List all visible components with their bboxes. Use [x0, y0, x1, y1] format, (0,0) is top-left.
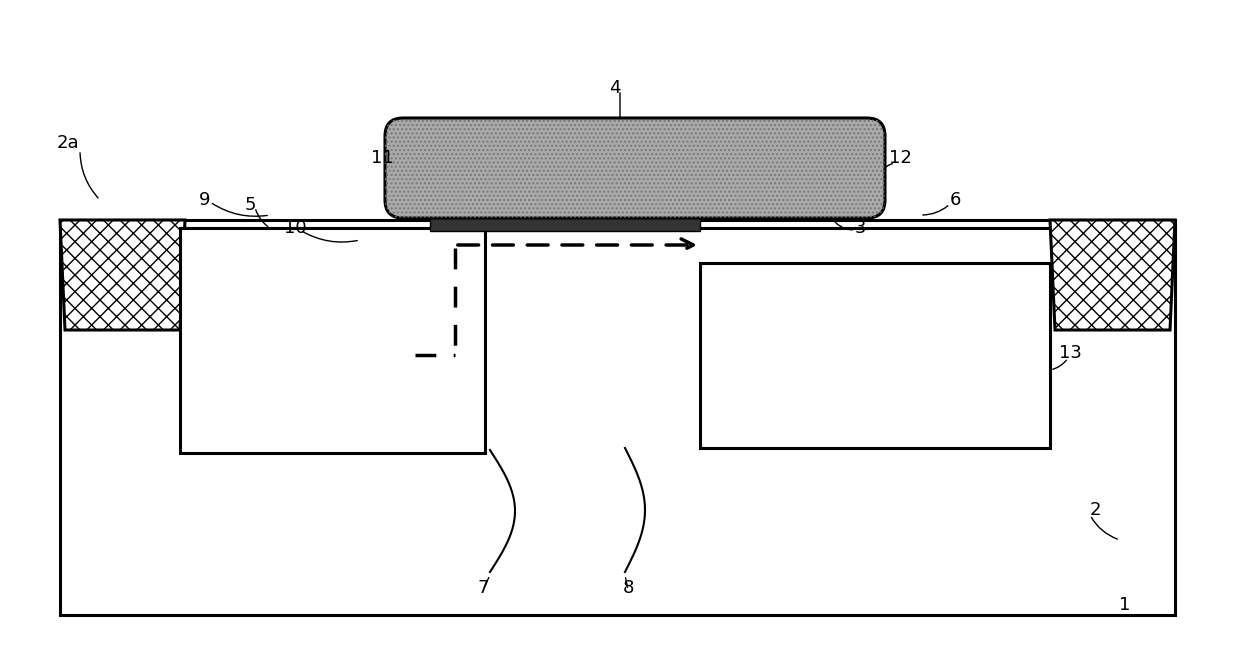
Text: 11: 11: [371, 149, 393, 167]
Text: 8: 8: [622, 579, 634, 597]
Bar: [430, 185, 701, 213]
Bar: [430, 213, 701, 231]
Text: 13: 13: [1059, 344, 1081, 362]
Bar: [180, 228, 485, 453]
Text: 6: 6: [950, 191, 961, 209]
Bar: [701, 263, 1050, 448]
Text: 5: 5: [244, 196, 255, 214]
Text: 7: 7: [477, 579, 489, 597]
Text: 10: 10: [284, 219, 306, 237]
Text: 2: 2: [1089, 501, 1101, 519]
Text: 12: 12: [889, 149, 911, 167]
Text: 4: 4: [609, 79, 621, 97]
Text: 1: 1: [1120, 596, 1131, 614]
Polygon shape: [60, 220, 185, 330]
Text: 3: 3: [854, 219, 866, 237]
FancyBboxPatch shape: [384, 118, 885, 218]
Text: 2a: 2a: [57, 134, 79, 152]
Polygon shape: [1050, 220, 1176, 330]
Text: 9: 9: [200, 191, 211, 209]
Bar: [60, 220, 1176, 615]
